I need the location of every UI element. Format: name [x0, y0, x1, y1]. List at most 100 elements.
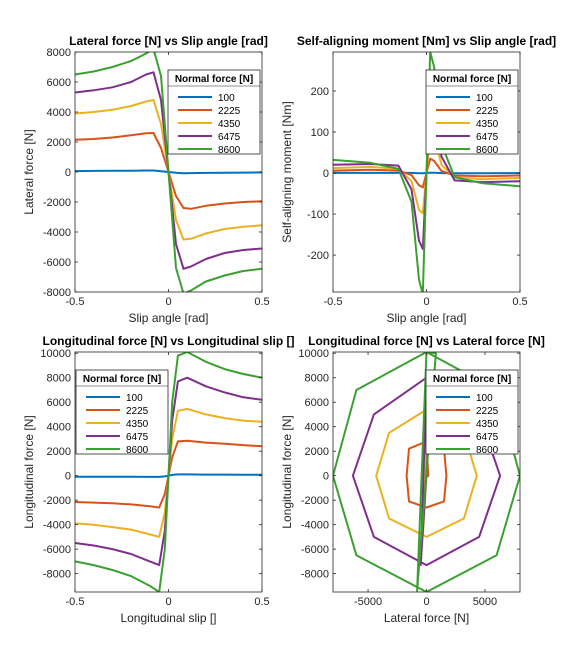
x-tick-label: 0 — [165, 596, 171, 608]
y-tick-label: -8000 — [43, 287, 71, 299]
legend-box — [167, 69, 261, 155]
legend-label-2225: 2225 — [218, 106, 241, 117]
chart-3: -0.5 0 0.5 -8000 -6000 -4000 -2000 0 2000 4000 600… — [22, 334, 294, 625]
x-tick-label: -0.5 — [66, 296, 85, 308]
legend: Normal force [N] 100 2225 4350 6475 8600 — [167, 69, 261, 156]
x-tick-label: 0 — [423, 596, 429, 608]
x-tick-label: 0.5 — [254, 596, 269, 608]
legend: Normal force [N] 100 2225 4350 6475 8600 — [425, 369, 519, 456]
y-tick-label: 4000 — [47, 422, 71, 434]
legend-label-8600: 8600 — [126, 445, 149, 456]
y-tick-label: -8000 — [301, 569, 329, 581]
x-tick-label: -5000 — [354, 596, 382, 608]
series-line-8600 — [333, 352, 520, 592]
legend: Normal force [N] 100 2225 4350 6475 8600 — [425, 69, 519, 156]
y-tick-label: 10000 — [40, 348, 71, 360]
y-tick-label: 6000 — [47, 77, 71, 89]
legend-label-2225: 2225 — [126, 406, 149, 417]
y-tick-label: 2000 — [305, 446, 329, 458]
chart-title: Self-aligning moment [Nm] vs Slip angle … — [297, 34, 556, 48]
legend-label-6475: 6475 — [476, 132, 499, 143]
series-line-8600 — [333, 52, 520, 292]
y-tick-label: 4000 — [305, 422, 329, 434]
y-tick-label: -2000 — [43, 495, 71, 507]
chart-2: -0.5 0 0.5 -200 -100 0 100 200 Self-aligning mom… — [280, 34, 556, 325]
y-axis-label: Self-aligning moment [Nm] — [280, 101, 294, 242]
legend-box — [425, 369, 519, 455]
legend-box — [75, 369, 169, 455]
series-line-8600 — [75, 352, 262, 592]
legend-label-6475: 6475 — [218, 132, 241, 143]
y-tick-label: -100 — [307, 209, 329, 221]
y-tick-label: 2000 — [47, 137, 71, 149]
y-tick-label: 0 — [323, 471, 329, 483]
legend-label-8600: 8600 — [476, 445, 499, 456]
series-group — [75, 52, 262, 292]
legend-label-4350: 4350 — [218, 119, 241, 130]
chart-4: -5000 0 5000 -8000 -6000 -4000 -2000 0 2000 4000 6… — [280, 334, 545, 625]
series-group — [75, 352, 262, 592]
y-tick-label: 8000 — [47, 373, 71, 385]
series-line-6475 — [351, 376, 502, 567]
legend-label-2225: 2225 — [476, 406, 499, 417]
y-axis-label: Longitudinal force [N] — [22, 415, 36, 528]
legend-label-4350: 4350 — [476, 419, 499, 430]
legend-label-100: 100 — [476, 93, 493, 104]
x-tick-label: -0.5 — [324, 296, 343, 308]
y-axis-label: Longitudinal force [N] — [280, 415, 294, 528]
chart-title: Lateral force [N] vs Slip angle [rad] — [69, 34, 268, 48]
legend-label-6475: 6475 — [476, 432, 499, 443]
y-tick-label: 0 — [323, 168, 329, 180]
y-tick-label: -6000 — [43, 544, 71, 556]
x-axis-label: Longitudinal slip [] — [120, 611, 216, 625]
legend-title: Normal force [N] — [175, 74, 253, 85]
y-tick-label: 10000 — [298, 348, 329, 360]
y-tick-label: -200 — [307, 250, 329, 262]
legend-label-100: 100 — [476, 393, 493, 404]
x-axis-label: Slip angle [rad] — [128, 311, 208, 325]
legend: Normal force [N] 100 2225 4350 6475 8600 — [75, 369, 169, 456]
legend-label-6475: 6475 — [126, 432, 149, 443]
legend-title: Normal force [N] — [83, 374, 161, 385]
y-axis-label: Lateral force [N] — [22, 129, 36, 214]
y-tick-label: 100 — [311, 127, 329, 139]
y-tick-label: -2000 — [43, 197, 71, 209]
y-tick-label: -8000 — [43, 569, 71, 581]
y-tick-label: -4000 — [43, 520, 71, 532]
y-tick-label: 200 — [311, 86, 329, 98]
x-tick-label: 5000 — [473, 596, 497, 608]
legend-label-4350: 4350 — [126, 419, 149, 430]
legend-label-4350: 4350 — [476, 119, 499, 130]
y-tick-label: -6000 — [301, 544, 329, 556]
y-tick-label: 8000 — [305, 373, 329, 385]
series-line-8600 — [75, 52, 262, 292]
legend-label-2225: 2225 — [476, 106, 499, 117]
y-tick-label: 6000 — [305, 397, 329, 409]
y-tick-label: -2000 — [301, 495, 329, 507]
legend-box — [425, 69, 519, 155]
x-tick-label: -0.5 — [66, 596, 85, 608]
legend-label-8600: 8600 — [218, 145, 241, 156]
y-tick-label: 2000 — [47, 446, 71, 458]
y-tick-label: 4000 — [47, 107, 71, 119]
series-group — [333, 352, 520, 592]
y-tick-label: -4000 — [301, 520, 329, 532]
x-axis-label: Slip angle [rad] — [386, 311, 466, 325]
x-tick-label: 0.5 — [254, 296, 269, 308]
chart-title: Longitudinal force [N] vs Longitudinal s… — [43, 334, 295, 348]
x-axis-label: Lateral force [N] — [384, 611, 469, 625]
y-tick-label: -4000 — [43, 227, 71, 239]
legend-title: Normal force [N] — [433, 74, 511, 85]
y-tick-label: 6000 — [47, 397, 71, 409]
x-tick-label: 0 — [165, 296, 171, 308]
legend-title: Normal force [N] — [433, 374, 511, 385]
chart-1: -0.5 0 0.5 -8000 -6000 -4000 -2000 0 2000 4000 600… — [22, 34, 270, 325]
legend-label-100: 100 — [218, 93, 235, 104]
chart-title: Longitudinal force [N] vs Lateral force … — [308, 334, 545, 348]
y-tick-label: -6000 — [43, 257, 71, 269]
y-tick-label: 0 — [65, 471, 71, 483]
y-tick-label: 0 — [65, 167, 71, 179]
y-tick-label: 8000 — [47, 47, 71, 59]
series-group — [333, 52, 520, 292]
